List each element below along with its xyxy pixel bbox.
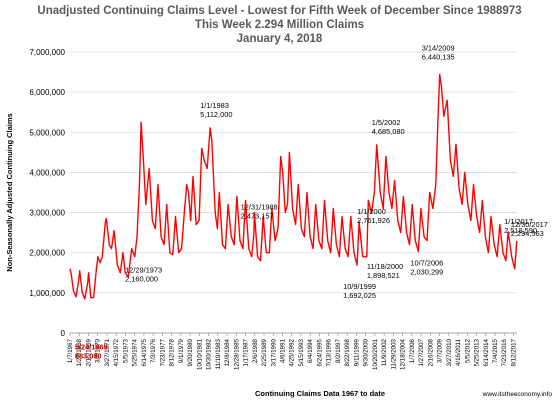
- x-tick-label: 7/3/1976: [150, 338, 157, 363]
- annotation-date: 12/30/2017: [511, 220, 548, 229]
- x-tick-label: 5/5/1973: [122, 338, 129, 363]
- chart-date: January 4, 2018: [236, 33, 323, 45]
- y-tick-label: 4,000,000: [29, 168, 65, 177]
- annotation-value: 2,761,926: [357, 216, 390, 225]
- x-tick-label: 1/7/2006: [409, 338, 416, 363]
- x-tick-label: 9/11/1999: [353, 338, 360, 366]
- x-tick-label: 3/7/2009: [437, 338, 444, 363]
- annotation-date: 10/9/1999: [343, 282, 376, 291]
- x-tick-label: 1/7/1967: [67, 338, 74, 363]
- y-tick-label: 5,000,000: [29, 128, 65, 137]
- x-tick-label: 10/20/2001: [372, 338, 379, 370]
- x-tick-label: 7/23/1977: [159, 338, 166, 366]
- y-tick-label: 1,000,000: [29, 289, 65, 298]
- x-tick-label: 10/30/1982: [206, 338, 213, 370]
- x-tick-label: 7/13/1996: [326, 338, 333, 366]
- x-tick-label: 11/9/2002: [381, 338, 388, 366]
- x-tick-label: 2/15/1969: [85, 338, 92, 366]
- annotation-value: 4,685,080: [372, 127, 405, 136]
- x-tick-label: 9/30/2000: [363, 338, 370, 366]
- annotation-value: 2,518,590: [504, 226, 537, 235]
- x-tick-label: 6/24/1995: [316, 338, 323, 366]
- x-tick-label: 2/25/1989: [261, 338, 268, 366]
- annotation-value: 2,294,563: [511, 229, 544, 238]
- y-axis-label: Non-Seasonally Adjusted Continuing Claim…: [5, 113, 14, 272]
- x-tick-label: 6/14/1975: [141, 338, 148, 366]
- annotation-value: 2,160,000: [125, 274, 158, 283]
- y-tick-label: 6,000,000: [29, 88, 65, 97]
- annotation-date: 12/31/1988: [241, 203, 278, 212]
- x-tick-label: 9/1/1979: [178, 338, 185, 363]
- annotation-date: 1/5/2002: [372, 118, 401, 127]
- x-tick-label: 12/28/1985: [233, 338, 240, 370]
- y-tick-label: 2,000,000: [29, 249, 65, 258]
- x-tick-label: 5/25/1974: [132, 338, 139, 366]
- x-tick-label: 12/8/1984: [224, 338, 231, 366]
- x-tick-label: 2/16/2008: [427, 338, 434, 366]
- x-axis-ticks: 1/7/1967 1/27/1968 2/15/1969 3/7/1970 3/27/1…: [67, 333, 517, 370]
- x-tick-label: 5/15/1993: [298, 338, 305, 366]
- x-tick-label: 6/4/1994: [307, 338, 314, 363]
- x-tick-label: 5/25/2013: [474, 338, 481, 366]
- x-tick-label: 8/22/1998: [344, 338, 351, 366]
- annotation-date: 1/1/2000: [357, 207, 386, 216]
- annotation-date: 3/14/2009: [422, 43, 455, 52]
- x-tick-label: 8/2/1997: [335, 338, 342, 363]
- series-line: [69, 73, 518, 300]
- annotation-date: 12/29/1973: [125, 265, 162, 274]
- x-tick-label: 4/25/1992: [289, 338, 296, 366]
- chart-title: Unadjusted Continuing Claims Level - Low…: [37, 5, 522, 17]
- x-tick-label: 4/15/1972: [113, 338, 120, 366]
- x-tick-label: 2/6/1988: [252, 338, 259, 363]
- x-tick-label: 4/6/1991: [279, 338, 286, 363]
- annotation-value: 883,000: [75, 352, 102, 361]
- x-tick-label: 12/18/2004: [400, 338, 407, 370]
- x-tick-label: 8/12/2017: [510, 338, 517, 366]
- grid-lines: [70, 51, 517, 294]
- annotation-date: 10/7/2006: [410, 258, 443, 267]
- x-tick-label: 9/20/1980: [187, 338, 194, 366]
- annotation-date: 5/24/1969: [75, 343, 108, 352]
- y-axis-ticks: 0 1,000,000 2,000,000 3,000,000 4,000,000 5,0…: [29, 48, 65, 338]
- watermark-text: www.itstheeconomy.info: [482, 391, 553, 398]
- x-tick-label: 10/10/1981: [196, 338, 203, 370]
- y-tick-label: 3,000,000: [29, 209, 65, 218]
- x-tick-label: 1/17/1987: [243, 338, 250, 366]
- x-tick-label: 4/16/2011: [455, 338, 462, 366]
- annotation-value: 5,112,000: [200, 110, 232, 119]
- x-tick-label: 8/12/1978: [169, 338, 176, 366]
- y-tick-label: 0: [61, 329, 66, 338]
- x-tick-label: 3/7/1970: [95, 338, 102, 363]
- annotation-date: 1/1/1983: [200, 101, 229, 110]
- x-tick-label: 7/4/2015: [492, 338, 499, 363]
- x-tick-label: 3/27/1971: [104, 338, 111, 366]
- x-tick-label: 11/19/1983: [215, 338, 222, 369]
- x-tick-label: 1/27/1968: [76, 338, 83, 366]
- annotation-value: 2,030,299: [410, 267, 443, 276]
- x-tick-label: 1/27/2007: [418, 338, 425, 366]
- chart-title-block: Unadjusted Continuing Claims Level - Low…: [0, 4, 559, 46]
- x-tick-label: 7/23/2016: [501, 338, 508, 366]
- annotation-value: 1,898,521: [367, 271, 400, 280]
- x-tick-label: 6/14/2014: [483, 338, 490, 366]
- annotation-date: 1/1/2017: [504, 217, 533, 226]
- annotation-date: 11/18/2000: [367, 262, 403, 271]
- y-tick-label: 7,000,000: [29, 48, 65, 57]
- annotation-value: 6,440,135: [422, 52, 455, 61]
- x-tick-label: 11/29/2003: [390, 338, 397, 369]
- chart-subtitle: This Week 2.294 Million Claims: [194, 19, 365, 31]
- x-tick-label: 3/17/1990: [270, 338, 277, 366]
- annotation-value: 1,692,025: [343, 291, 376, 300]
- x-axis-label: Continuing Claims Data 1967 to date: [255, 389, 385, 398]
- x-tick-label: 5/5/2012: [464, 338, 471, 363]
- x-tick-label: 3/27/2010: [446, 338, 453, 366]
- annotation-value: 2,473,157: [241, 212, 274, 221]
